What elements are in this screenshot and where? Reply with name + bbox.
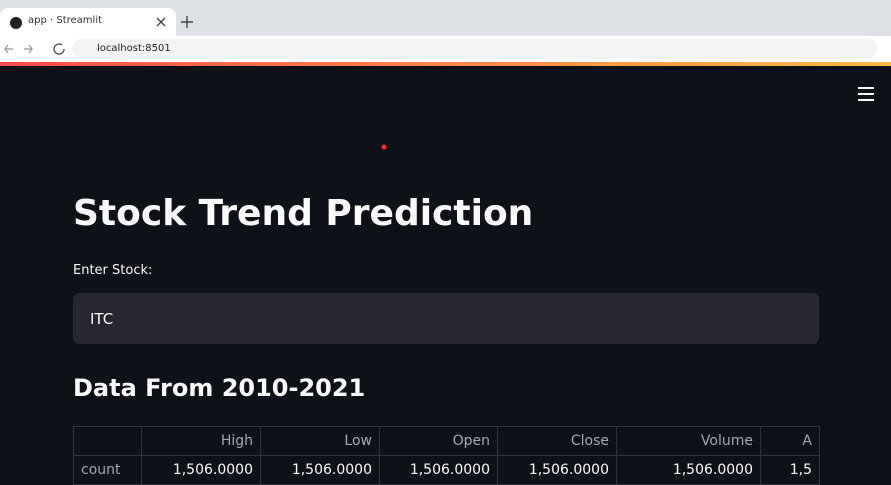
new-tab[interactable]: [180, 15, 194, 29]
column-header: Volume: [616, 426, 761, 456]
table-cell: 1,506.0000: [497, 455, 617, 485]
input-value: ITC: [90, 310, 114, 328]
table-cell: 1,506.0000: [141, 455, 261, 485]
page-title: Stock Trend Prediction: [73, 193, 534, 234]
nav-buttons[interactable]: [4, 42, 68, 56]
index-header: [73, 426, 142, 456]
status-dot: [381, 144, 387, 150]
column-header: Low: [260, 426, 380, 456]
text-input[interactable]: [73, 293, 819, 344]
table-cell: 1,506.0000: [616, 455, 761, 485]
tab-icon: [10, 17, 22, 29]
menu-button[interactable]: [857, 86, 875, 102]
url-field[interactable]: [72, 39, 877, 59]
table-cell: 1,5: [760, 455, 820, 485]
table-cell: 1,506.0000: [260, 455, 380, 485]
table-row: count 1,506.0000 1,506.0000 1,506.0000 1,506…: [73, 455, 820, 485]
column-header: High: [141, 426, 261, 456]
tab-title: app · Streamlit: [28, 15, 103, 26]
tab-close[interactable]: [155, 16, 167, 28]
input-label: Enter Stock:: [73, 263, 153, 278]
url: localhost:8501: [97, 43, 171, 54]
row-index: count: [73, 455, 142, 485]
column-header: A: [760, 426, 820, 456]
column-header: Close: [497, 426, 617, 456]
browser-tab[interactable]: [0, 8, 176, 36]
table-cell: 1,506.0000: [379, 455, 498, 485]
subheader: Data From 2010-2021: [73, 374, 366, 402]
decoration-stripe: [0, 62, 891, 66]
column-header: Open: [379, 426, 498, 456]
